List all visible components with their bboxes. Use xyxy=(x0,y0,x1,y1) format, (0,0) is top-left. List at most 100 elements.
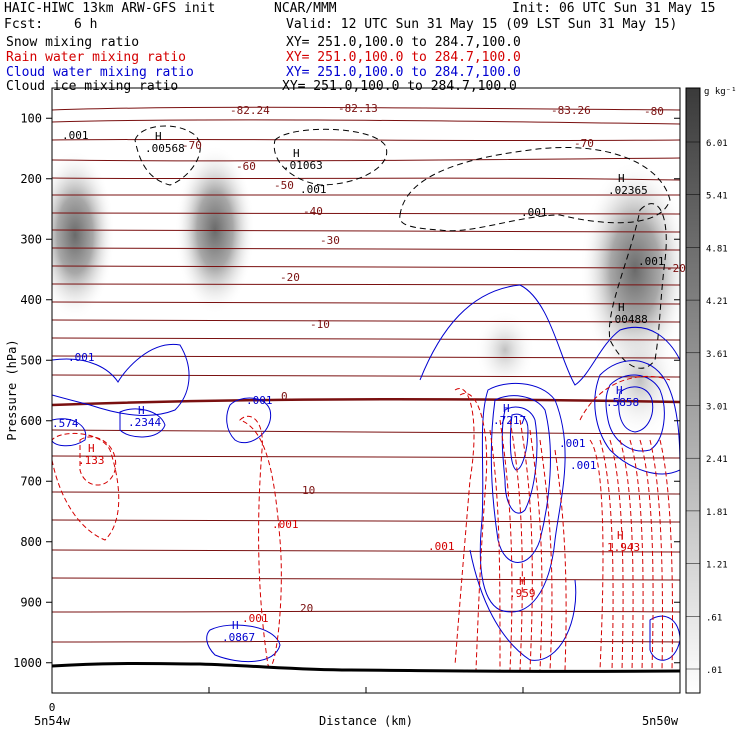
max-marker: H xyxy=(617,529,624,542)
max-value-label: .133 xyxy=(78,454,105,467)
colorbar-label: 3.61 xyxy=(706,350,728,360)
max-value-label: .2344 xyxy=(128,416,161,429)
colorbar-label: 1.81 xyxy=(706,508,728,518)
snow-contours xyxy=(134,125,671,369)
temperature-label: -82.24 xyxy=(230,104,270,117)
max-marker: H xyxy=(155,130,162,143)
max-marker: H xyxy=(618,172,625,185)
x-right-label: 5n50w xyxy=(642,714,679,728)
temperature-label: -70 xyxy=(574,137,594,150)
colorbar xyxy=(685,87,701,694)
contour-label: .001 xyxy=(62,129,89,142)
contour-label: .001 xyxy=(300,183,327,196)
y-axis-title: Pressure (hPa) xyxy=(5,339,19,440)
max-value-label: .01063 xyxy=(283,159,323,172)
temperature-label: -30 xyxy=(320,234,340,247)
temperature-label: -60 xyxy=(236,160,256,173)
y-tick-label: 300 xyxy=(20,232,42,246)
x-axis-title: Distance (km) xyxy=(319,714,413,728)
contour-label: .001 xyxy=(246,394,273,407)
legend-cloudice-xy: XY= 251.0,100.0 to 284.7,100.0 xyxy=(282,79,517,94)
temperature-label: -10 xyxy=(310,318,330,331)
temperature-label: 20 xyxy=(300,602,313,615)
contour-label: .001 xyxy=(272,518,299,531)
legend-cloudwater-xy: XY= 251.0,100.0 to 284.7,100.0 xyxy=(286,65,521,80)
max-value-label: .00568 xyxy=(145,142,185,155)
legend-snow-label: Snow mixing ratio xyxy=(6,35,140,50)
y-tick-label: 700 xyxy=(20,474,42,488)
colorbar-label: 3.01 xyxy=(706,403,728,413)
colorbar-label: .61 xyxy=(706,613,722,623)
colorbar-unit: g kg⁻¹ xyxy=(704,87,737,97)
contour-label: .001 xyxy=(521,206,548,219)
max-value-label: .00488 xyxy=(608,313,648,326)
max-value-label: .5858 xyxy=(606,396,639,409)
max-marker: H xyxy=(616,384,623,397)
max-marker: H xyxy=(88,442,95,455)
max-value-label: 1.943 xyxy=(607,541,640,554)
fcst-value: 6 h xyxy=(74,17,98,32)
fcst-label: Fcst: xyxy=(4,17,44,32)
terrain-line xyxy=(51,662,681,673)
init-time: Init: 06 UTC Sun 31 May 15 xyxy=(512,1,716,16)
max-value-label: .02365 xyxy=(608,184,648,197)
temperature-label: -40 xyxy=(303,205,323,218)
colorbar-label: 6.01 xyxy=(706,139,728,149)
y-tick-label: 800 xyxy=(20,535,42,549)
y-tick-label: 500 xyxy=(20,353,42,367)
contour-label: .574 xyxy=(52,417,79,430)
max-value-label: .7217 xyxy=(493,414,526,427)
y-tick-label: 900 xyxy=(20,595,42,609)
temperature-label: -20 xyxy=(280,271,300,284)
contour-label: .001 xyxy=(428,540,455,553)
x-axis-ticks xyxy=(51,687,681,693)
legend-rain-label: Rain water mixing ratio xyxy=(6,50,187,65)
rain-water-contours xyxy=(52,375,673,671)
temperature-contours xyxy=(52,106,680,643)
colorbar-label: .01 xyxy=(706,666,722,676)
colorbar-label: 1.21 xyxy=(706,561,728,571)
valid-time: Valid: 12 UTC Sun 31 May 15 (09 LST Sun … xyxy=(286,17,678,32)
max-value-label: .0867 xyxy=(222,631,255,644)
x-left-label: 5n54w xyxy=(34,714,71,728)
legend-cloudice-label: Cloud ice mixing ratio xyxy=(6,79,179,94)
y-tick-label: 600 xyxy=(20,414,42,428)
y-tick-label: 1000 xyxy=(13,656,42,670)
max-marker: H xyxy=(519,575,526,588)
colorbar-label: 4.21 xyxy=(706,297,728,307)
x-tick-label-0: 0 xyxy=(49,701,56,714)
contour-annotations: -82.24 -82.13 -83.26 -80 -70 -70 -60 -50 -40 -30 -… xyxy=(52,102,686,644)
temperature-label: -70 xyxy=(182,139,202,152)
max-marker: H xyxy=(293,147,300,160)
colorbar-labels: 6.01 5.41 4.81 4.21 3.61 3.01 2.41 1.81 1.21 .61.… xyxy=(686,139,728,676)
temperature-label: 0 xyxy=(281,390,288,403)
colorbar-label: 4.81 xyxy=(706,244,728,254)
max-marker: H xyxy=(618,301,625,314)
temperature-label: 10 xyxy=(302,484,315,497)
colorbar-label: 5.41 xyxy=(706,192,728,202)
temperature-label: -80 xyxy=(644,105,664,118)
legend-rain-xy: XY= 251.0,100.0 to 284.7,100.0 xyxy=(286,50,521,65)
cloud-water-contours xyxy=(52,284,680,663)
y-tick-label: 400 xyxy=(20,293,42,307)
max-marker: H xyxy=(232,619,239,632)
legend-cloudwater-label: Cloud water mixing ratio xyxy=(6,65,194,80)
y-tick-label: 200 xyxy=(20,172,42,186)
max-marker: H xyxy=(138,404,145,417)
colorbar-label: 2.41 xyxy=(706,455,728,465)
temperature-label: -82.13 xyxy=(338,102,378,115)
temperature-label: -50 xyxy=(274,179,294,192)
contour-label: .001 xyxy=(570,459,597,472)
contour-label: .001 xyxy=(638,255,665,268)
org-label: NCAR/MMM xyxy=(274,1,337,16)
snow-shading xyxy=(52,145,680,440)
y-tick-label: 100 xyxy=(20,111,42,125)
chart-title: HAIC-HIWC 13km ARW-GFS init xyxy=(4,1,216,16)
temperature-label: -83.26 xyxy=(551,104,591,117)
max-marker: H xyxy=(503,402,510,415)
contour-label: .001 xyxy=(242,612,269,625)
contour-label: .001 xyxy=(68,351,95,364)
temperature-label: -20 xyxy=(666,262,686,275)
